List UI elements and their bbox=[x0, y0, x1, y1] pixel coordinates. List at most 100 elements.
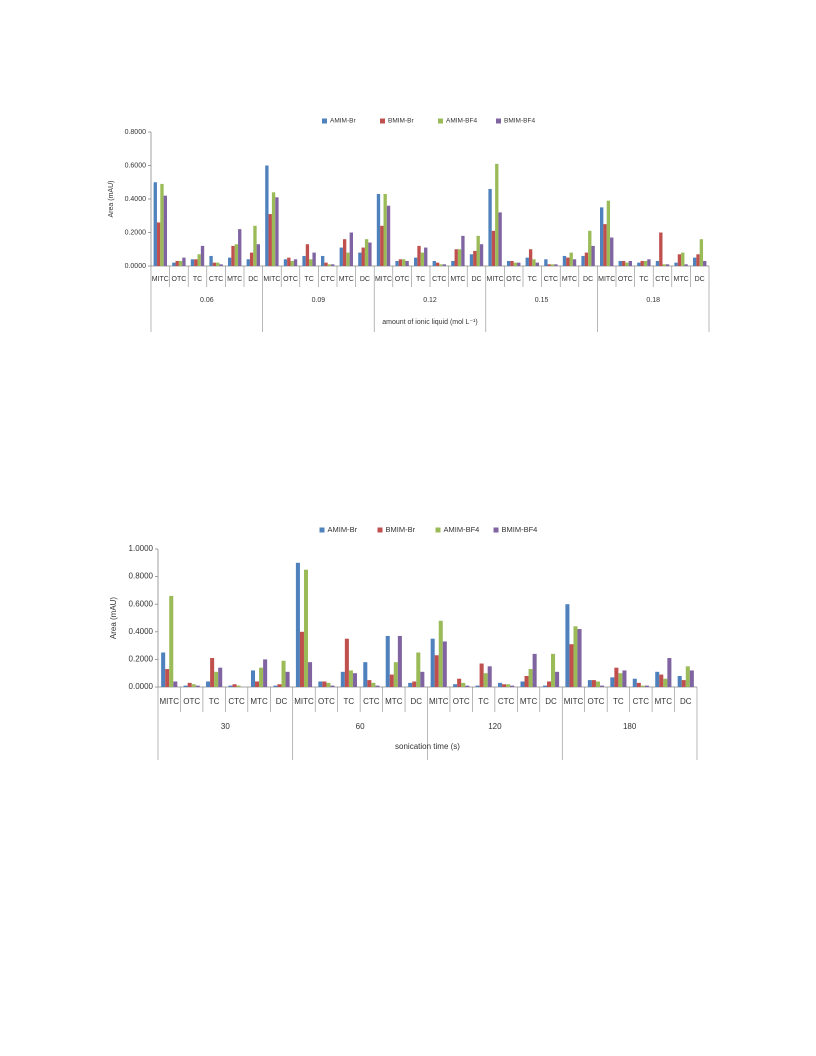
group-label: 0.12 bbox=[423, 297, 437, 304]
bar bbox=[551, 653, 556, 687]
bar bbox=[588, 230, 592, 266]
bar bbox=[324, 262, 328, 266]
x-tick-label: OTC bbox=[395, 276, 410, 283]
x-tick-label: OTC bbox=[283, 276, 298, 283]
bar bbox=[618, 260, 622, 266]
y-axis-title: Area (mAU) bbox=[108, 181, 115, 218]
bar bbox=[510, 685, 515, 687]
bar bbox=[309, 259, 313, 266]
bar bbox=[349, 232, 353, 266]
x-tick-label: TC bbox=[639, 276, 648, 283]
bar bbox=[546, 681, 552, 687]
bar bbox=[169, 595, 174, 687]
bar bbox=[187, 682, 192, 687]
bar bbox=[344, 638, 349, 687]
bar bbox=[191, 684, 196, 687]
x-tick-label: MITC bbox=[159, 697, 179, 706]
group-label: 180 bbox=[623, 722, 637, 731]
x-tick-label: TC bbox=[193, 276, 202, 283]
x-tick-label: OTC bbox=[453, 697, 470, 706]
bar bbox=[640, 685, 645, 687]
bar bbox=[408, 682, 413, 687]
bar bbox=[395, 260, 399, 266]
bar bbox=[161, 652, 166, 687]
bar bbox=[417, 245, 421, 266]
bar bbox=[618, 673, 623, 687]
x-tick-label: CTC bbox=[633, 697, 650, 706]
bar bbox=[610, 677, 615, 687]
legend-swatch bbox=[377, 527, 383, 533]
bar bbox=[453, 684, 458, 687]
bar bbox=[420, 671, 425, 687]
bar bbox=[163, 195, 167, 266]
legend-swatch bbox=[496, 118, 501, 124]
bar bbox=[265, 165, 269, 266]
bar bbox=[465, 685, 470, 687]
bar bbox=[454, 249, 458, 266]
bar bbox=[659, 674, 664, 687]
bar bbox=[677, 675, 682, 687]
group-label: 0.15 bbox=[535, 297, 549, 304]
bar bbox=[376, 193, 381, 266]
x-tick-label: MITC bbox=[487, 276, 504, 283]
bar bbox=[566, 257, 570, 266]
x-tick-label: CTC bbox=[655, 276, 669, 283]
bar bbox=[397, 635, 402, 687]
legend-label: AMIM-Br bbox=[330, 118, 356, 125]
bar bbox=[614, 667, 619, 687]
x-tick-label: MITC bbox=[263, 276, 280, 283]
bar bbox=[502, 684, 507, 687]
bar bbox=[302, 255, 306, 266]
legend-swatch bbox=[322, 118, 327, 124]
bar bbox=[491, 230, 496, 266]
bar bbox=[487, 666, 492, 687]
x-tick-label: TC bbox=[613, 697, 624, 706]
bar bbox=[573, 626, 578, 687]
x-tick-label: TC bbox=[344, 697, 355, 706]
bar bbox=[340, 671, 345, 687]
bar bbox=[175, 260, 179, 266]
bar bbox=[636, 682, 641, 687]
bar bbox=[216, 262, 220, 266]
bar bbox=[348, 670, 353, 687]
bar bbox=[562, 255, 567, 266]
bar bbox=[153, 182, 157, 266]
x-tick-label: OTC bbox=[183, 697, 200, 706]
bar bbox=[228, 685, 233, 687]
bar bbox=[312, 252, 316, 266]
group-label: 120 bbox=[488, 722, 502, 731]
bar bbox=[622, 670, 627, 687]
x-tick-label: MTC bbox=[227, 276, 242, 283]
bar bbox=[398, 259, 403, 266]
x-tick-label: DC bbox=[680, 697, 692, 706]
bar bbox=[339, 247, 343, 266]
bar bbox=[285, 671, 290, 687]
bar bbox=[364, 239, 369, 266]
bar bbox=[599, 685, 605, 687]
bar bbox=[544, 259, 548, 266]
bar bbox=[326, 682, 331, 687]
bar bbox=[236, 685, 241, 687]
bar bbox=[275, 197, 279, 266]
x-tick-label: OTC bbox=[506, 276, 521, 283]
bar bbox=[434, 655, 439, 687]
x-tick-label: MITC bbox=[294, 697, 314, 706]
bar bbox=[380, 225, 384, 266]
x-tick-label: MITC bbox=[429, 697, 449, 706]
y-tick-label: 1.0000 bbox=[129, 544, 154, 553]
y-tick-label: 0.4000 bbox=[125, 196, 147, 203]
bar bbox=[160, 183, 164, 266]
bar bbox=[212, 262, 217, 266]
bar bbox=[214, 671, 219, 687]
bar bbox=[479, 244, 484, 266]
group-label: 0.06 bbox=[200, 297, 214, 304]
bar bbox=[461, 235, 465, 266]
bar bbox=[547, 264, 551, 266]
x-tick-label: CTC bbox=[498, 697, 515, 706]
bar bbox=[600, 207, 604, 266]
x-axis-title: amount of ionic liquid (mol L⁻¹) bbox=[382, 319, 478, 326]
bar bbox=[581, 255, 585, 266]
bar bbox=[393, 662, 398, 687]
bar bbox=[283, 259, 288, 266]
bar bbox=[625, 262, 629, 266]
